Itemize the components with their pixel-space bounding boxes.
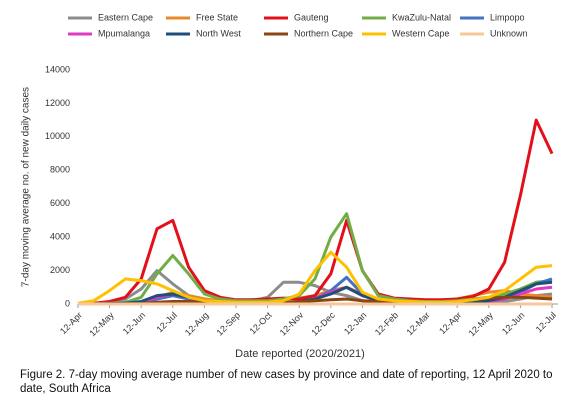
x-tick-label: 12-Oct — [248, 310, 275, 337]
x-tick-label: 12-Jun — [500, 310, 527, 337]
legend-label: Mpumalanga — [98, 28, 150, 38]
x-tick-label: 12-Nov — [278, 310, 306, 338]
series-line — [78, 280, 553, 306]
x-tick-label: 12-Dec — [309, 310, 337, 338]
legend-label: Free State — [196, 12, 238, 22]
chart: Date reported (2020/2021) 7-day moving a… — [21, 12, 558, 360]
x-tick-label: 12-Jan — [342, 310, 369, 337]
x-tick-label: 12-Mar — [404, 310, 431, 337]
x-tick-label: 12-Aug — [183, 310, 211, 338]
legend-label: Gauteng — [294, 12, 329, 22]
x-tick-label: 12-Jul — [154, 310, 178, 334]
x-tick-label: 12-Jul — [534, 310, 558, 334]
y-tick-label: 10000 — [45, 131, 70, 141]
x-tick-label: 12-Apr — [437, 310, 463, 336]
x-tick-label: 12-May — [87, 310, 116, 339]
y-tick-label: 0 — [65, 298, 70, 308]
legend-label: Limpopo — [490, 12, 525, 22]
x-tick-label: 12-Jun — [121, 310, 148, 337]
y-tick-label: 6000 — [50, 198, 70, 208]
legend-label: Unknown — [490, 28, 528, 38]
legend-label: Western Cape — [392, 28, 449, 38]
legend-label: Eastern Cape — [98, 12, 153, 22]
series-line — [77, 212, 553, 306]
x-axis-title: Date reported (2020/2021) — [235, 348, 365, 360]
y-tick-label: 8000 — [50, 165, 70, 175]
y-tick-label: 12000 — [45, 98, 70, 108]
y-tick-label: 14000 — [45, 64, 70, 74]
legend-label: KwaZulu-Natal — [392, 12, 451, 22]
legend-label: North West — [196, 28, 241, 38]
series-line — [77, 250, 553, 305]
legend-label: Northern Cape — [294, 28, 353, 38]
x-tick-label: 12-May — [467, 310, 496, 339]
y-tick-label: 2000 — [50, 265, 70, 275]
y-tick-label: 4000 — [50, 232, 70, 242]
x-tick-label: 12-Feb — [373, 310, 400, 337]
x-tick-label: 12-Apr — [58, 310, 84, 336]
x-tick-label: 12-Sep — [214, 310, 242, 338]
series-line — [77, 118, 554, 306]
y-axis-title: 7-day moving average no. of new daily ca… — [21, 87, 32, 287]
caption: Figure 2. 7-day moving average number of… — [20, 369, 553, 395]
